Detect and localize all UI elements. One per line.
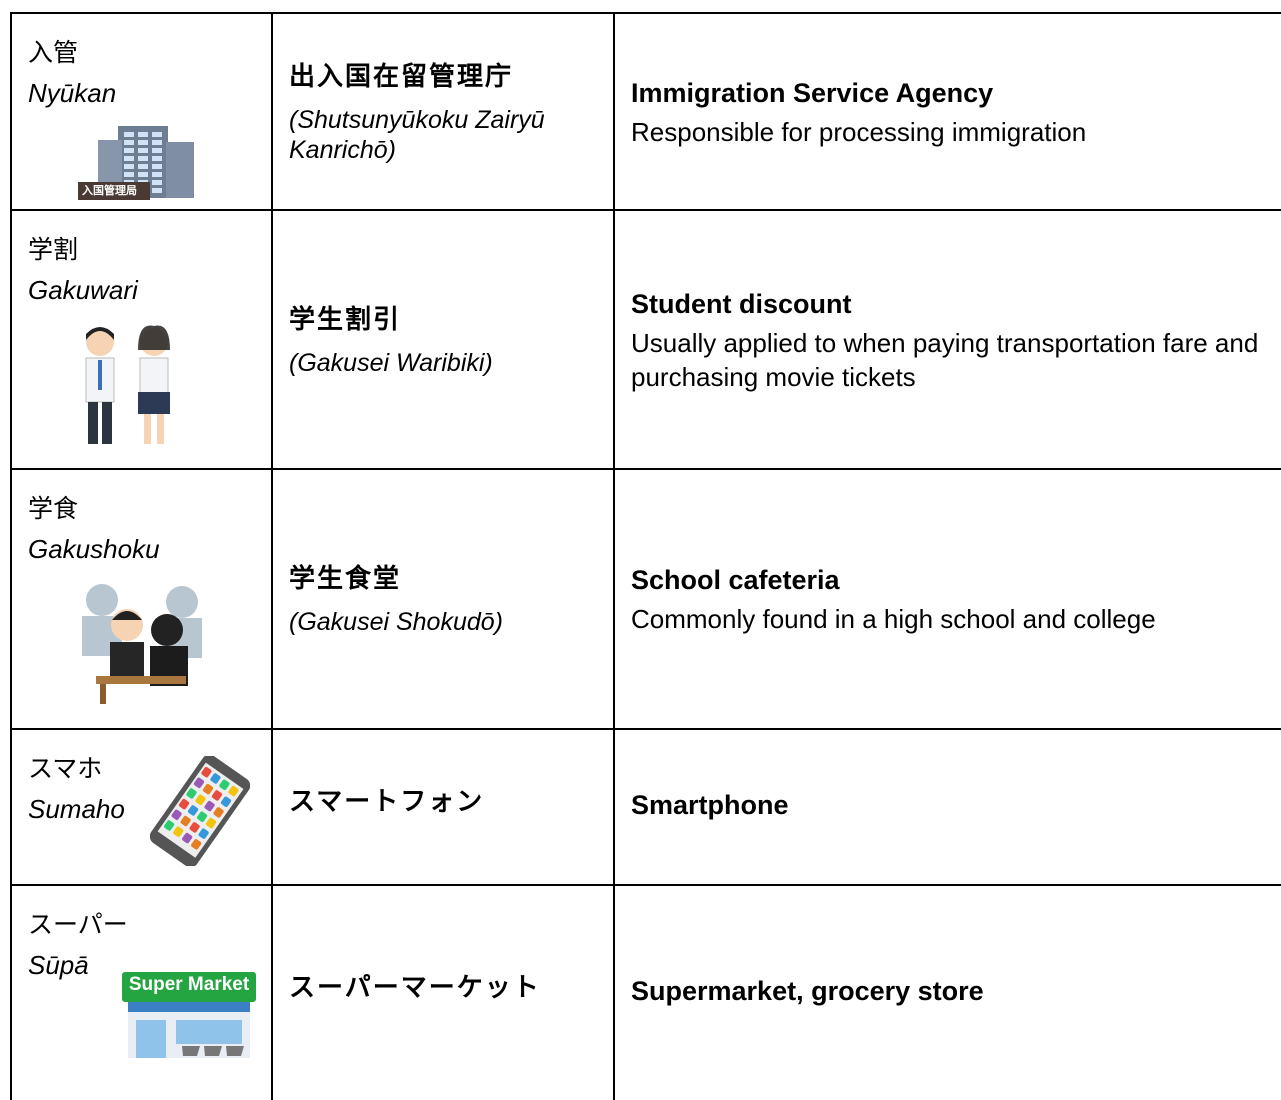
reading: (Gakusei Shokudō)	[289, 608, 504, 636]
illustration	[72, 320, 182, 455]
english: Supermarket, grocery store	[631, 976, 984, 1006]
english: School cafeteria	[631, 565, 840, 595]
illustration: 入国管理局	[78, 122, 198, 207]
table-cell: スーパーマーケット	[271, 884, 613, 1100]
full-term: 学生割引	[289, 303, 402, 334]
table-cell: Student discount Usually applied to when …	[613, 209, 1281, 468]
romaji: Gakuwari	[28, 275, 138, 305]
illustration: Super Market	[120, 970, 260, 1065]
description: Responsible for processing immigration	[631, 116, 1087, 147]
table-cell: School cafeteria Commonly found in a high…	[613, 468, 1281, 728]
english: Immigration Service Agency	[631, 77, 994, 108]
table-cell: 学食 Gakushoku	[10, 468, 271, 728]
table-cell: 学生食堂 (Gakusei Shokudō)	[271, 468, 613, 728]
table-cell: 入管 Nyūkan	[10, 12, 271, 209]
romaji: Gakushoku	[28, 534, 160, 564]
table-cell: 学生割引 (Gakusei Waribiki)	[271, 209, 613, 468]
table-cell: Smartphone	[613, 728, 1281, 884]
full-term: 出入国在留管理庁	[289, 60, 514, 91]
english: Student discount	[631, 288, 852, 319]
term: 学割	[28, 236, 79, 264]
romaji: Sūpā	[28, 950, 89, 980]
icon-label: Super Market	[128, 974, 250, 995]
table-cell: Immigration Service Agency Responsible fo…	[613, 12, 1281, 209]
table-cell: スマホ Sumaho	[10, 728, 271, 884]
description: Usually applied to when paying transport…	[631, 327, 1259, 392]
reading: (Shutsunyūkoku Zairyū Kanrichō)	[289, 105, 545, 164]
illustration	[149, 754, 251, 871]
table-cell: スマートフォン	[271, 728, 613, 884]
table-cell: 出入国在留管理庁 (Shutsunyūkoku Zairyū Kanrichō)	[271, 12, 613, 209]
term: 入管	[28, 39, 79, 67]
icon-label: 入国管理局	[82, 185, 137, 197]
illustration	[72, 580, 212, 710]
romaji: Sumaho	[28, 794, 125, 824]
term: スマホ	[28, 755, 103, 783]
document: 入管 Nyūkan 出入国在留管理庁 (Shutsunyūkoku Zairyū Ka…	[10, 12, 1281, 1100]
term: スーパー	[28, 911, 128, 939]
description: Commonly found in a high school and coll…	[631, 604, 1156, 634]
romaji: Nyūkan	[28, 78, 117, 108]
table-cell: スーパー Sūpā	[10, 884, 271, 1100]
full-term: 学生食堂	[289, 563, 402, 593]
full-term: スマートフォン	[289, 786, 485, 816]
table-cell: Supermarket, grocery store	[613, 884, 1281, 1100]
english: Smartphone	[631, 790, 789, 820]
term: 学食	[28, 495, 79, 523]
reading: (Gakusei Waribiki)	[289, 348, 493, 377]
full-term: スーパーマーケット	[289, 972, 541, 1002]
table-cell: 学割 Gakuwari	[10, 209, 271, 468]
